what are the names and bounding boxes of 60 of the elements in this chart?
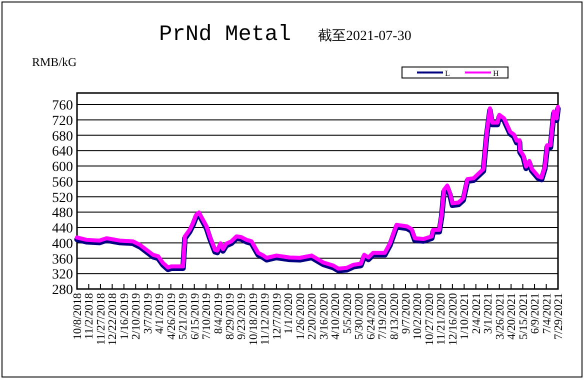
- x-tick-label: 8/29/2019: [224, 292, 237, 340]
- x-tick-label: 3/16/2020: [318, 292, 330, 340]
- y-tick-label: 440: [52, 222, 73, 237]
- x-tick-label: 3/7/2019: [142, 292, 154, 334]
- y-tick-label: 600: [52, 160, 73, 176]
- chart-subtitle: 截至2021-07-30: [318, 28, 412, 44]
- y-tick-label: 280: [52, 283, 73, 298]
- legend-label: L: [445, 69, 450, 78]
- x-tick-label: 2/20/2020: [306, 292, 319, 340]
- x-tick-label: 6/24/2020: [365, 292, 378, 340]
- x-tick-label: 11/21/2020: [436, 292, 448, 345]
- y-tick-label: 680: [52, 129, 73, 144]
- x-tick-label: 6/9/2021: [530, 292, 542, 334]
- x-tick-label: 12/22/2018: [107, 292, 120, 346]
- x-tick-label: 10/27/2020: [424, 292, 436, 346]
- x-tick-label: 5/21/2019: [178, 292, 190, 340]
- y-tick-label: 760: [52, 98, 73, 114]
- chart-title: PrNd Metal: [159, 22, 292, 47]
- x-tick-label: 10/8/2018: [72, 292, 84, 340]
- x-tick-label: 2/10/2019: [130, 292, 143, 340]
- x-tick-label: 3/26/2021: [494, 292, 506, 340]
- y-tick-label: 400: [52, 236, 73, 252]
- x-tick-label: 8/13/2020: [388, 292, 401, 340]
- x-tick-label: 2/4/2021: [470, 292, 483, 334]
- x-tick-label: 3/1/2021: [482, 292, 495, 334]
- x-tick-label: 1/1/2020: [283, 292, 296, 334]
- x-tick-label: 4/10/2020: [330, 292, 342, 340]
- y-tick-label: 480: [52, 206, 73, 222]
- x-tick-label: 9/7/2020: [400, 292, 412, 334]
- y-tick-label: 720: [52, 114, 73, 129]
- x-tick-label: 7/19/2020: [377, 292, 390, 340]
- y-tick-label: 640: [52, 144, 73, 160]
- x-tick-label: 5/5/2020: [342, 292, 354, 334]
- x-tick-label: 1/16/2019: [118, 292, 131, 340]
- legend-label: H: [493, 69, 499, 78]
- x-tick-label: 5/15/2021: [518, 292, 530, 340]
- y-tick-label: 520: [52, 190, 73, 206]
- x-tick-label: 11/2/2018: [84, 292, 96, 340]
- x-tick-label: 1/26/2020: [294, 292, 307, 340]
- x-tick-label: 4/20/2021: [506, 292, 518, 340]
- x-tick-label: 11/12/2019: [260, 292, 272, 345]
- x-tick-label: 4/26/2019: [166, 292, 178, 340]
- x-tick-label: 7/29/2021: [553, 292, 565, 340]
- x-tick-label: 6/15/2019: [189, 292, 202, 340]
- x-tick-label: 12/7/2019: [271, 292, 284, 340]
- x-tick-label: 8/4/2019: [212, 292, 225, 334]
- x-tick-label: 4/1/2019: [154, 292, 166, 334]
- y-tick-label: 560: [52, 175, 73, 190]
- x-tick-label: 12/16/2020: [447, 292, 460, 346]
- x-tick-label: 1/10/2021: [459, 292, 472, 340]
- x-tick-label: 7/10/2019: [201, 292, 214, 340]
- y-axis-title: RMB/kG: [32, 55, 78, 69]
- x-tick-label: 11/27/2018: [95, 292, 108, 345]
- x-tick-label: 7/4/2021: [541, 292, 554, 334]
- x-tick-label: 10/2/2020: [412, 292, 424, 340]
- y-tick-label: 360: [52, 252, 73, 268]
- x-tick-label: 5/30/2020: [354, 292, 366, 340]
- y-tick-label: 320: [52, 268, 73, 283]
- x-tick-label: 9/23/2019: [236, 292, 248, 340]
- x-tick-label: 10/18/2019: [248, 292, 260, 346]
